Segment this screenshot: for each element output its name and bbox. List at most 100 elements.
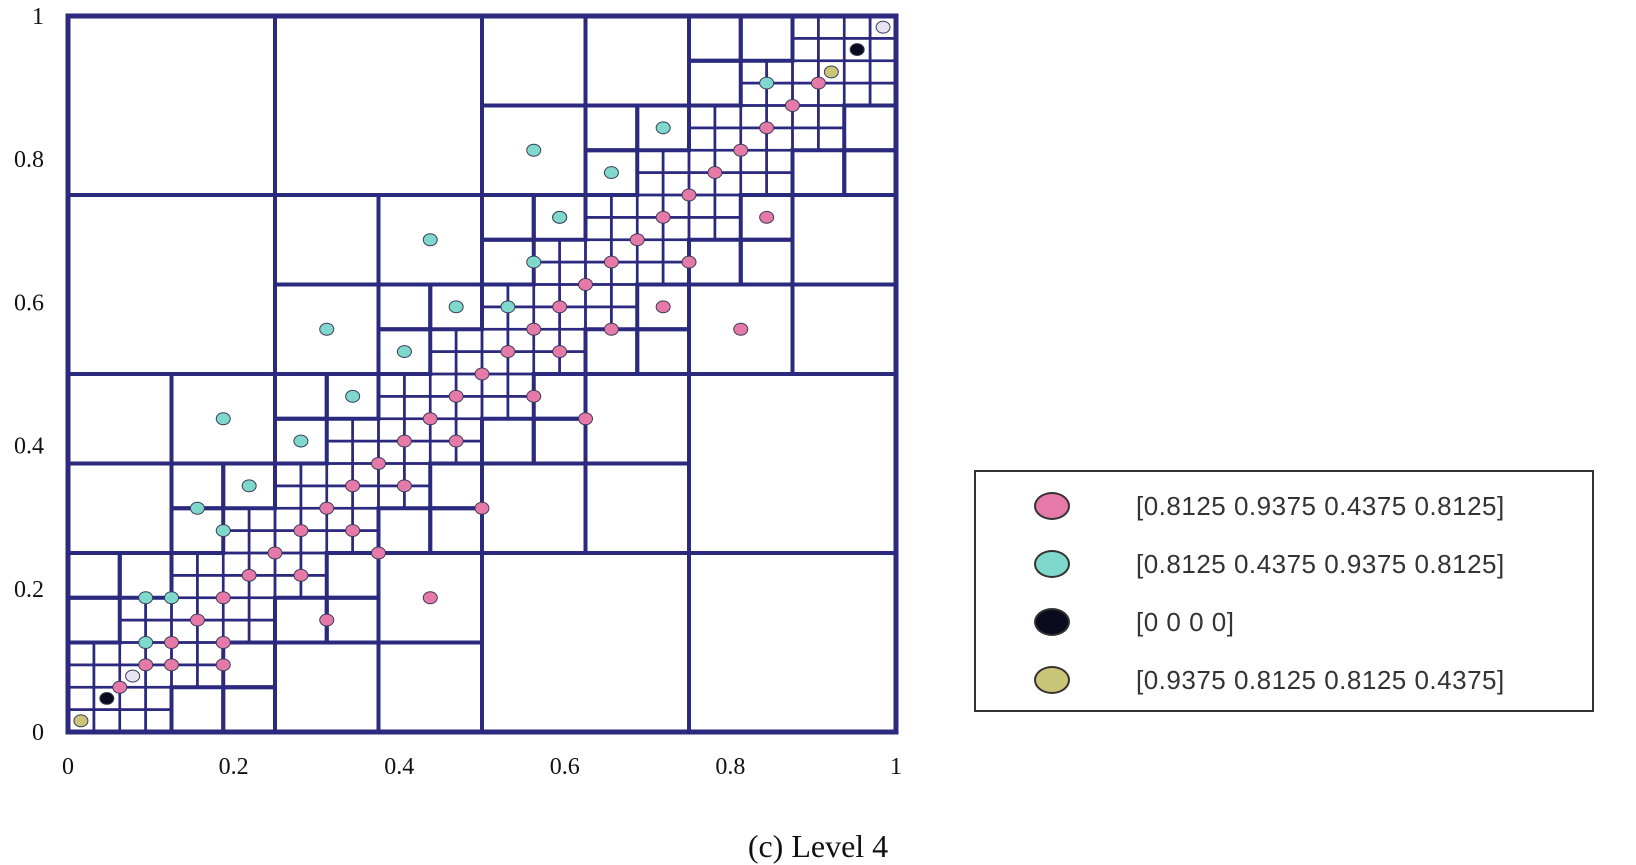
y-tick-label: 0.4 (14, 434, 44, 460)
series-1-point (629, 233, 645, 247)
series-2-point (319, 322, 335, 336)
grid-cell (635, 327, 691, 376)
series-1-point (422, 412, 438, 426)
series-1-point (293, 568, 309, 582)
series-1-point (681, 188, 697, 202)
series-1-point (138, 658, 154, 672)
grid-cell (66, 595, 122, 645)
y-tick-label: 0.8 (14, 147, 44, 173)
series-1-point (759, 210, 775, 224)
grid-cell (765, 148, 794, 174)
grid-cell (738, 14, 795, 63)
series-2-point (293, 434, 309, 448)
grid-cell (480, 416, 536, 466)
light-point (125, 669, 141, 683)
grid-cell (169, 506, 226, 555)
series-4-point (73, 714, 89, 728)
series-1-point (733, 143, 749, 157)
series-1-point (293, 524, 309, 538)
grid-cell (583, 327, 640, 376)
series-1-point (396, 434, 412, 448)
series-1-point (474, 367, 490, 381)
grid-cell (273, 372, 329, 421)
series-2-point (215, 412, 231, 426)
series-1-point (215, 591, 231, 605)
grid-cell (273, 462, 303, 488)
grid-cell (791, 14, 820, 40)
grid-cell (713, 193, 743, 219)
series-1-point (733, 322, 749, 336)
grid-cell (868, 81, 898, 107)
legend-entry: [0.8125 0.4375 0.9375 0.8125] (976, 544, 1592, 584)
grid-cell (117, 551, 174, 600)
legend-entry: [0.8125 0.9375 0.4375 0.8125] (976, 486, 1592, 526)
grid-cell (273, 640, 381, 734)
grid-cell (273, 484, 303, 510)
series-2-point (603, 166, 619, 180)
grid-cell (583, 14, 691, 108)
light-point (875, 20, 891, 34)
series-1-point (371, 546, 386, 560)
grid-cell (428, 327, 458, 353)
y-axis-ticks: 0 0.2 0.4 0.6 0.8 1 (14, 4, 44, 746)
grid-cell (842, 14, 872, 40)
grid-cell (66, 685, 96, 711)
series-1-point (655, 300, 671, 314)
grid-cell (169, 461, 226, 511)
grid-cell (687, 216, 717, 242)
grid-cell (817, 126, 846, 152)
grid-cell (118, 708, 147, 734)
grid-cell (273, 193, 381, 287)
legend-label: [0.8125 0.9375 0.4375 0.8125] (1136, 491, 1505, 521)
x-tick-label: 0.6 (550, 754, 580, 780)
series-2-point (241, 479, 257, 493)
grid-cell (790, 282, 898, 376)
legend-label: [0.8125 0.4375 0.9375 0.8125] (1136, 549, 1505, 579)
series-1-point (319, 501, 335, 515)
grid-cell (842, 59, 872, 85)
grid-cell (273, 595, 329, 645)
grid-cell (66, 551, 122, 600)
series-2-point (526, 143, 542, 157)
x-axis-ticks: 0 0.2 0.4 0.6 0.8 1 (62, 754, 902, 780)
y-tick-label: 0.2 (14, 577, 44, 603)
series-1-point (164, 658, 179, 672)
grid-cell (661, 148, 691, 174)
grid-cell (765, 171, 794, 197)
legend-label: [0.9375 0.8125 0.8125 0.4375] (1136, 665, 1505, 695)
legend-entry: [0 0 0 0] (976, 602, 1592, 642)
series-2-point (189, 501, 205, 515)
grid-cell (480, 461, 588, 555)
series-2-point (759, 76, 775, 90)
grid-cell (610, 283, 639, 309)
grid-cell (584, 193, 613, 219)
grid-cell (480, 14, 588, 108)
series-1-point (655, 210, 671, 224)
grid-cell (144, 708, 173, 734)
grid-cell (635, 171, 665, 197)
series-1-point (164, 636, 179, 649)
grid-cell (66, 663, 96, 689)
grid-cell (687, 551, 898, 734)
series-1-point (552, 345, 568, 359)
series-1-point (112, 680, 128, 694)
grid-cell (221, 640, 277, 690)
grid-cell (635, 260, 665, 286)
grid-cell (376, 640, 484, 734)
grid-cell (196, 551, 225, 577)
series-1-point (241, 568, 257, 582)
series-1-point (707, 166, 723, 180)
grid-cell (687, 14, 743, 63)
grid-cell (817, 104, 846, 130)
grid-cell (739, 171, 768, 197)
grid-cell (247, 506, 277, 532)
y-tick-label: 0 (32, 720, 44, 746)
series-1-point (267, 546, 283, 560)
grid-cell (221, 685, 277, 734)
grid-cell (531, 416, 588, 466)
series-1-point (552, 300, 568, 314)
series-1-point (319, 613, 335, 627)
grid-cell (325, 417, 354, 443)
plot-frame (65, 13, 899, 735)
grid-cell (817, 14, 846, 40)
